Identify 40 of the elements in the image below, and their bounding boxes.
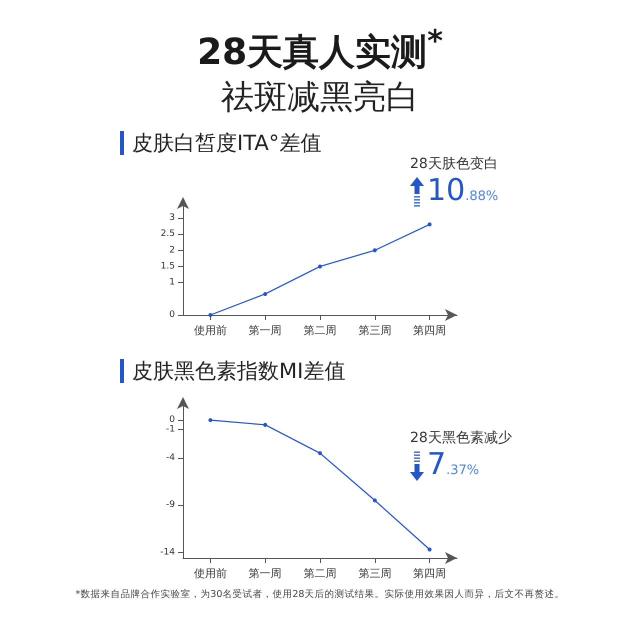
y-tick-label: -1: [166, 424, 175, 435]
x-tick-label: 第一周: [248, 324, 282, 337]
text: 28天肤色变白: [410, 155, 498, 173]
point: [318, 264, 322, 268]
y-tick-label: 0: [169, 415, 176, 426]
x-tick-label: 第二周: [304, 324, 336, 337]
x-tick-label: 使用前: [194, 324, 227, 337]
y-tick-label: -9: [166, 500, 176, 510]
point: [208, 313, 212, 317]
point: [263, 422, 268, 427]
y-tick-label: -4: [166, 452, 176, 463]
point: [318, 451, 322, 456]
x-tick-label: 第一周: [248, 567, 282, 580]
x-tick-label: 使用前: [194, 567, 227, 580]
point: [208, 418, 212, 422]
y-tick-label: 2.5: [160, 229, 175, 240]
chart-subtitle: 祛斑减黑亮白: [220, 76, 420, 118]
point: [428, 222, 432, 226]
point: [428, 548, 432, 552]
y-tick-label: 1: [169, 278, 175, 288]
point: [372, 248, 377, 252]
y-axis-title: 皮肤黑色素指数MI差值: [120, 359, 632, 383]
x-tick-label: 第二周: [304, 567, 336, 580]
x-tick-label: 第三周: [358, 567, 392, 580]
annotation: 7.37%: [427, 447, 480, 482]
annotation: 28天黑色素减少: [410, 429, 512, 447]
chart-title: 28天真人实测$^{*}$: [196, 23, 444, 75]
y-axis-title: 皮肤白皙度ITA°差值: [120, 131, 632, 155]
y-tick-label: 2: [169, 245, 175, 256]
text: *数据来自品牌合作实验室，为30名受试者，使用28天后的测试结果。实际使用效果因人而异，后文不再赘述。: [74, 588, 566, 601]
x-tick-label: 第四周: [413, 567, 446, 580]
y-tick-label: 1.5: [160, 261, 175, 272]
x-tick-label: 第四周: [413, 324, 446, 337]
y-tick-label: 0: [169, 310, 176, 320]
point: [372, 498, 377, 502]
y-tick-label: 3: [169, 212, 175, 223]
annotation: 10.88%: [427, 173, 498, 208]
y-tick-label: -14: [160, 547, 176, 558]
point: [263, 292, 268, 296]
x-tick-label: 第三周: [358, 324, 392, 337]
